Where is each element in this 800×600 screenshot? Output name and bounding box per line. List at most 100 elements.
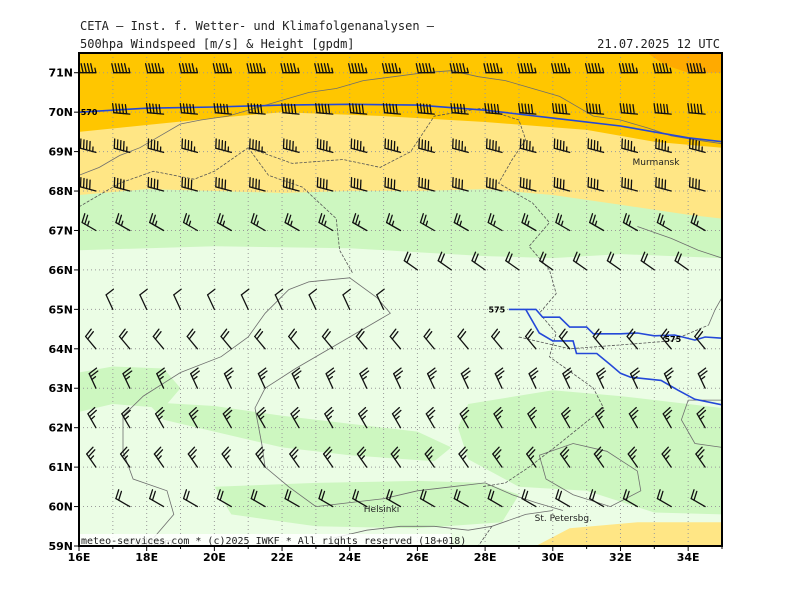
wind-barb <box>281 102 300 115</box>
wind-barb <box>551 102 571 115</box>
wind-barb-feather <box>594 406 603 415</box>
wind-barb-half-feather <box>560 220 564 227</box>
wind-barb-half-feather <box>361 376 367 381</box>
wind-barb <box>216 489 232 508</box>
wind-barb-feather <box>291 367 301 375</box>
wind-barb-feather <box>629 103 632 115</box>
wind-barb-feather <box>148 103 152 114</box>
wind-barb-feather <box>427 409 436 418</box>
wind-barb-feather <box>450 102 453 114</box>
wind-barb-feather <box>526 331 534 340</box>
wind-barb <box>403 251 419 271</box>
wind-barb <box>111 63 131 74</box>
wind-barb <box>318 489 334 508</box>
wind-barb-feather <box>456 214 461 225</box>
wind-barb-feather <box>320 63 324 74</box>
wind-barb-feather <box>521 213 526 224</box>
wind-barb <box>663 367 674 389</box>
wind-barb-feather <box>493 406 502 415</box>
gulf-finland-south <box>332 510 553 539</box>
wind-barb-feather <box>388 490 393 501</box>
wind-barb-feather <box>188 63 192 74</box>
wind-barb <box>621 138 639 154</box>
wind-barb <box>88 367 99 389</box>
map-frame <box>78 52 723 547</box>
wind-barb-feather <box>419 213 424 224</box>
wind-barb <box>111 102 131 115</box>
height-contour-575 <box>508 308 722 341</box>
wind-barb-feather <box>250 489 255 500</box>
wind-barb <box>661 446 672 468</box>
wind-barb-feather <box>153 446 162 455</box>
lon-tick-label: 22E <box>271 551 294 564</box>
wind-barb-feather <box>591 63 595 74</box>
wind-barb-feather <box>609 253 615 264</box>
wind-barb <box>519 177 537 192</box>
wind-barb <box>629 367 640 389</box>
wind-barb-feather <box>87 331 94 340</box>
lon-tick-label: 24E <box>338 551 361 564</box>
lon-tick-label: 26E <box>406 551 429 564</box>
wind-barb <box>352 213 368 232</box>
wind-barb-feather <box>287 214 292 225</box>
wind-barb-feather <box>490 214 495 225</box>
wind-barb-half-feather <box>428 415 434 421</box>
wind-barb <box>282 177 300 192</box>
wind-barb-half-feather <box>669 67 672 74</box>
wind-barb-feather <box>592 328 600 338</box>
wind-barb-half-feather <box>326 455 332 460</box>
wind-barb-feather <box>453 103 457 114</box>
wind-barb <box>596 367 607 389</box>
wind-barb-feather <box>190 409 199 418</box>
wind-barb-feather <box>392 103 395 115</box>
wind-barb <box>359 367 370 389</box>
wind-barb <box>618 63 639 74</box>
wind-barb <box>316 177 334 192</box>
wind-barb-half-feather <box>462 455 467 460</box>
wind-barb-half-feather <box>493 220 496 227</box>
wind-barb-half-feather <box>531 376 537 381</box>
wind-barb-feather <box>216 489 221 500</box>
wind-barb-feather <box>354 214 359 225</box>
wind-barb-feather <box>376 288 385 296</box>
lon-tick-label: 34E <box>677 551 700 564</box>
wind-barb-half-feather <box>526 220 530 227</box>
wind-barb-feather <box>223 449 231 458</box>
wind-barb-feather <box>222 406 231 415</box>
wind-barb-feather <box>564 104 568 115</box>
wind-barb-half-feather <box>632 376 638 381</box>
wind-barb-feather <box>449 63 453 74</box>
wind-barb-half-feather <box>89 455 95 460</box>
wind-barb-feather <box>551 63 555 74</box>
wind-barb-feather <box>348 63 352 74</box>
wind-barb-feather <box>592 103 595 114</box>
wind-barb <box>492 446 503 468</box>
wind-barb <box>290 406 301 429</box>
wind-barb-feather <box>687 102 690 114</box>
wind-barb-half-feather <box>696 220 699 227</box>
wind-barb-feather <box>541 253 547 264</box>
norway-sweden <box>79 147 249 208</box>
wind-barb-feather <box>394 370 404 378</box>
wind-barb-feather <box>692 63 697 74</box>
wind-barb-feather <box>321 328 329 338</box>
wind-barb-feather <box>460 367 470 375</box>
wind-barb <box>173 288 182 311</box>
wind-barb-feather <box>360 63 365 74</box>
wind-barb-feather <box>358 103 361 115</box>
wind-barb <box>450 102 469 115</box>
wind-barb-feather <box>216 213 221 224</box>
wind-barb-feather <box>359 409 368 418</box>
lat-tick-label: 67N <box>48 224 73 237</box>
wind-barb-feather <box>258 409 267 418</box>
wind-barb <box>206 288 216 311</box>
wind-barb-feather <box>422 214 427 225</box>
wind-barb <box>220 328 232 350</box>
wind-barb <box>147 138 165 154</box>
wind-barb-feather <box>314 63 318 74</box>
wind-barb-feather <box>696 331 704 340</box>
wind-barb-feather <box>324 449 333 458</box>
wind-barb <box>81 213 97 232</box>
wind-barb-feather <box>324 406 333 415</box>
wind-barb-feather <box>492 446 500 455</box>
